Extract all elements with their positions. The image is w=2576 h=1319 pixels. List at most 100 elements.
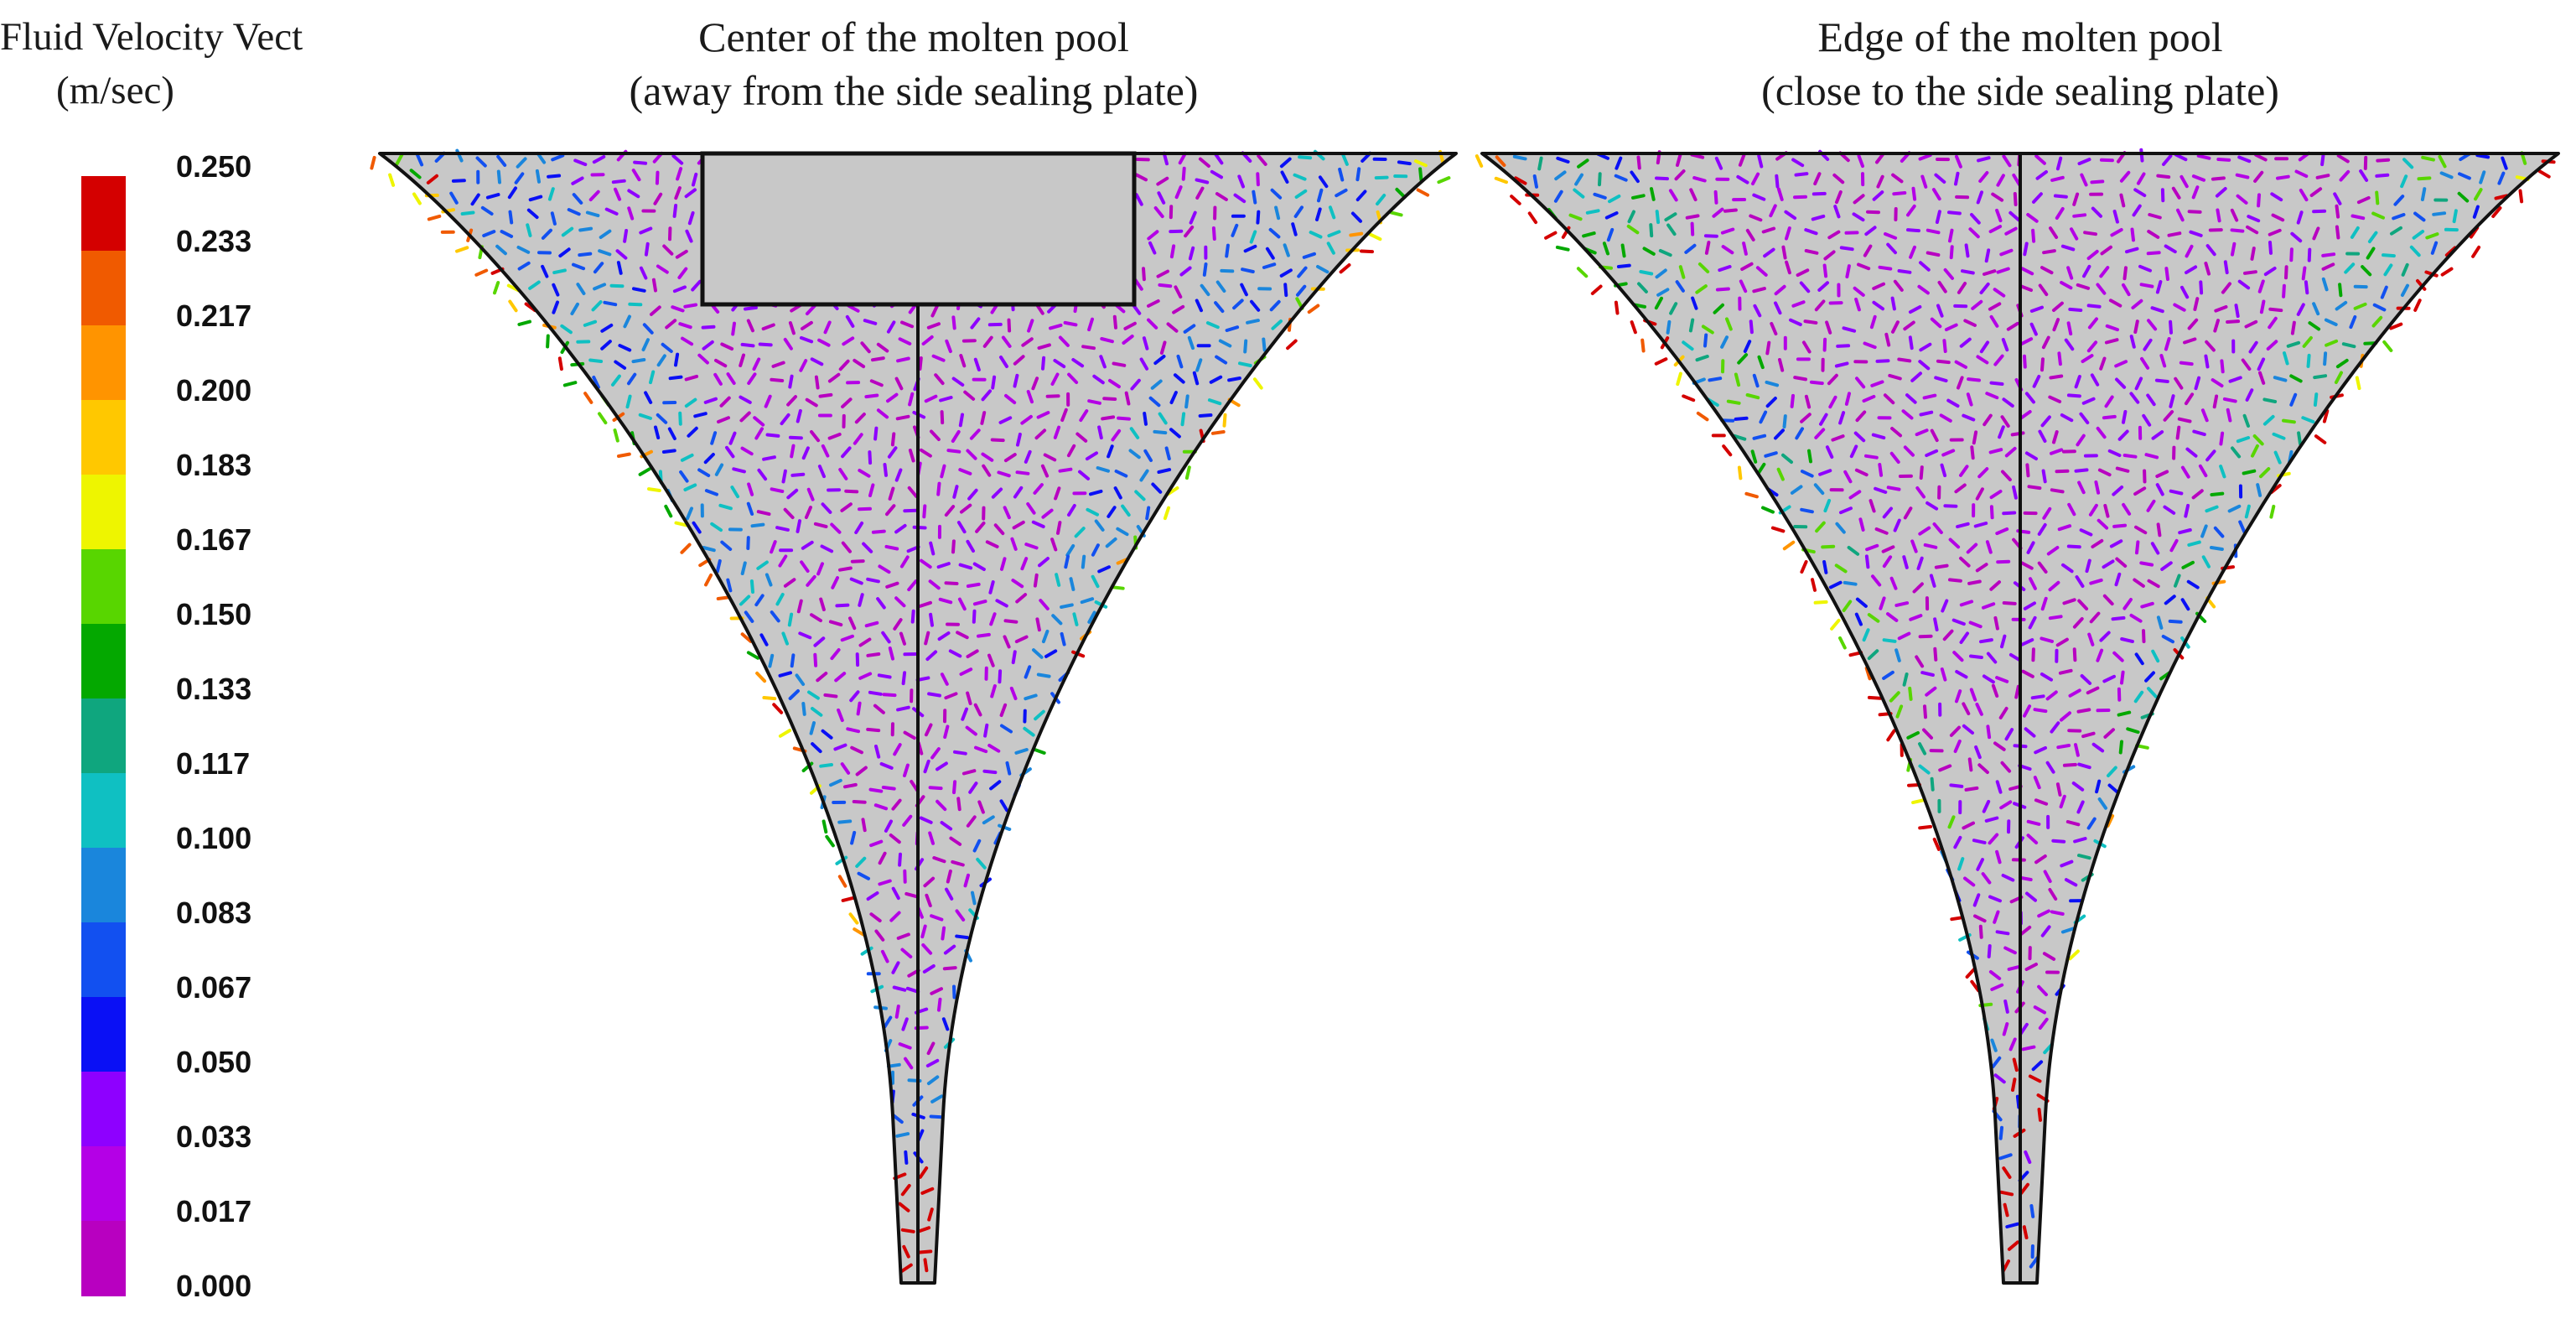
- velocity-vector: [2304, 280, 2309, 295]
- velocity-vector: [1862, 628, 1870, 642]
- velocity-vector: [2154, 378, 2169, 383]
- velocity-vector: [999, 799, 1009, 813]
- velocity-vector: [936, 562, 951, 569]
- velocity-vector: [2129, 392, 2140, 404]
- legend-color-swatch: [81, 400, 126, 475]
- velocity-vector: [1977, 156, 1991, 163]
- velocity-vector: [2002, 601, 2017, 605]
- velocity-vector: [2177, 417, 2192, 423]
- velocity-vector: [526, 208, 539, 220]
- velocity-vector: [480, 205, 494, 216]
- velocity-vector: [739, 595, 751, 606]
- velocity-vector: [1005, 761, 1012, 776]
- velocity-vector: [1889, 691, 1900, 703]
- velocity-vector: [783, 578, 796, 588]
- velocity-vector: [1286, 339, 1298, 351]
- velocity-vector: [1989, 580, 2001, 591]
- velocity-vector: [667, 427, 676, 440]
- velocity-vector: [2105, 324, 2119, 332]
- velocity-vector: [1184, 394, 1190, 409]
- velocity-vector: [2321, 277, 2329, 292]
- velocity-vector: [671, 305, 685, 313]
- velocity-vector: [1944, 323, 1958, 332]
- velocity-vector: [627, 372, 637, 386]
- velocity-vector: [840, 634, 854, 642]
- velocity-vector: [1078, 470, 1091, 480]
- velocity-vector: [1060, 603, 1074, 609]
- velocity-vector: [753, 416, 765, 427]
- velocity-vector: [1959, 556, 1971, 568]
- velocity-vector: [772, 703, 784, 714]
- velocity-vector: [2019, 925, 2032, 937]
- velocity-vector: [1316, 265, 1329, 274]
- velocity-vector: [1750, 449, 1758, 464]
- velocity-vector: [2055, 637, 2069, 647]
- velocity-vector: [1087, 317, 1094, 332]
- velocity-vector: [2191, 174, 2205, 182]
- velocity-vector: [495, 244, 507, 256]
- velocity-vector: [1894, 648, 1901, 662]
- velocity-vector: [692, 521, 702, 534]
- velocity-vector: [821, 729, 833, 740]
- velocity-vector: [578, 252, 593, 257]
- velocity-vector: [1063, 320, 1078, 327]
- velocity-vector: [2400, 283, 2409, 297]
- velocity-vector: [1086, 507, 1099, 517]
- velocity-vector: [1752, 193, 1766, 201]
- velocity-vector: [2050, 910, 2065, 916]
- velocity-vector: [2417, 176, 2432, 181]
- velocity-vector: [1784, 210, 1797, 221]
- velocity-vector: [611, 179, 626, 184]
- legend-tick-label: 0.233: [176, 224, 252, 258]
- velocity-vector: [869, 912, 882, 922]
- velocity-vector: [1374, 175, 1389, 180]
- velocity-vector: [557, 356, 563, 371]
- velocity-vector: [1293, 205, 1304, 218]
- velocity-vector: [1024, 543, 1039, 550]
- velocity-vector: [903, 508, 918, 513]
- velocity-vector: [924, 394, 938, 403]
- velocity-vector: [1153, 355, 1166, 366]
- velocity-vector: [806, 574, 816, 587]
- velocity-vector: [1713, 190, 1718, 205]
- velocity-vector: [2000, 634, 2007, 649]
- velocity-vector: [2537, 169, 2551, 179]
- velocity-vector: [1615, 156, 1623, 170]
- velocity-vector: [963, 390, 976, 401]
- velocity-vector: [2002, 1166, 2012, 1179]
- velocity-vector: [2019, 410, 2032, 420]
- velocity-vector: [1999, 248, 2014, 257]
- velocity-vector: [2112, 523, 2128, 528]
- velocity-vector: [1876, 174, 1884, 189]
- velocity-vector: [1882, 670, 1894, 680]
- velocity-vector: [2012, 486, 2018, 500]
- velocity-vector: [899, 555, 910, 569]
- velocity-vector: [1971, 299, 1983, 310]
- velocity-vector: [1317, 188, 1324, 203]
- velocity-vector: [2155, 483, 2164, 496]
- velocity-vector: [1256, 172, 1260, 187]
- velocity-vector: [528, 280, 541, 290]
- velocity-vector: [1691, 296, 1698, 310]
- velocity-vector: [967, 488, 978, 501]
- velocity-vector: [1153, 429, 1168, 435]
- velocity-vector: [1338, 167, 1345, 182]
- velocity-vector: [1919, 410, 1934, 417]
- velocity-vector: [2033, 776, 2041, 790]
- velocity-vector: [2045, 690, 2058, 701]
- velocity-vector: [988, 580, 995, 595]
- velocity-vector: [972, 562, 986, 571]
- velocity-vector: [1988, 895, 2002, 903]
- velocity-vector: [958, 563, 973, 570]
- velocity-vector: [2061, 563, 2074, 574]
- velocity-vector: [1918, 824, 1933, 830]
- velocity-vector: [680, 453, 694, 462]
- velocity-vector: [1626, 224, 1640, 235]
- velocity-vector: [1291, 222, 1298, 236]
- velocity-vector: [2230, 208, 2239, 222]
- velocity-vector: [1262, 262, 1277, 269]
- velocity-vector: [981, 389, 992, 402]
- velocity-vector: [2349, 315, 2357, 330]
- velocity-vector: [1959, 465, 1969, 477]
- velocity-vector: [1655, 268, 1667, 279]
